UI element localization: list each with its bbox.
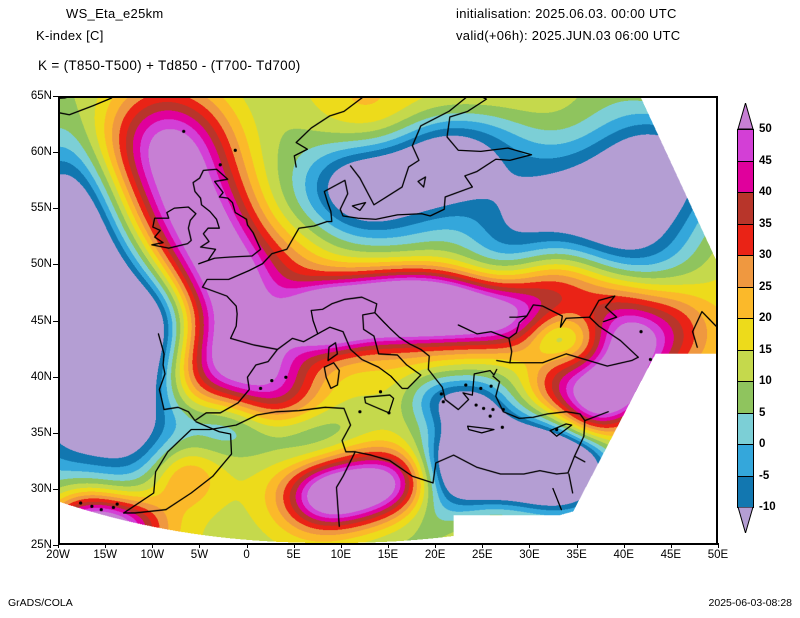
y-tick-label: 35N: [30, 426, 52, 439]
colorbar-separator: [737, 286, 754, 288]
x-tick-mark: [105, 543, 107, 548]
y-tick-label: 25N: [30, 539, 52, 551]
y-tick-label: 45N: [30, 314, 52, 327]
colorbar-under-range-arrow: [737, 507, 754, 533]
colorbar-tick-label: 50: [759, 123, 772, 135]
colorbar-separator: [737, 318, 754, 319]
colorbar: 50 45 40 35 30 25 20 15 10 5 0 -5 -10: [737, 103, 776, 533]
y-tick-mark: [53, 208, 58, 210]
variable-name-label: K-index [C]: [36, 28, 104, 43]
x-tick-label: 15E: [377, 549, 399, 561]
colorbar-over-range-arrow: [737, 103, 754, 129]
colorbar-tick-label: 10: [759, 375, 772, 387]
colorbar-separator: [737, 255, 754, 256]
x-tick-label: 10W: [140, 549, 165, 561]
colorbar-tick-label: 15: [759, 343, 772, 356]
colorbar-band: [737, 475, 754, 507]
colorbar-tick-label: 25: [759, 280, 772, 293]
x-tick-mark: [482, 543, 484, 548]
x-tick-mark: [576, 543, 578, 548]
colorbar-band: [737, 318, 754, 350]
x-tick-label: 0: [243, 549, 250, 561]
x-tick-mark: [293, 543, 295, 548]
colorbar-tick-label: 0: [759, 438, 766, 450]
x-tick-mark: [529, 543, 531, 548]
map-plot-area: [58, 96, 718, 545]
y-tick-mark: [53, 152, 58, 154]
colorbar-band: [737, 160, 754, 192]
x-tick-label: 40E: [613, 549, 634, 561]
x-tick-mark: [718, 543, 719, 548]
colorbar-band: [737, 255, 754, 287]
x-tick-label: 35E: [566, 549, 587, 561]
x-tick-mark: [199, 543, 201, 548]
y-tick-mark: [53, 264, 58, 266]
x-tick-label: 25E: [472, 549, 493, 561]
colorbar-band: [737, 192, 754, 224]
colorbar-separator: [737, 160, 754, 162]
x-tick-mark: [435, 543, 437, 548]
colorbar-tick-label: -5: [759, 469, 770, 482]
x-tick-label: 15W: [93, 549, 117, 561]
y-tick-label: 60N: [30, 146, 52, 159]
y-tick-mark: [53, 96, 58, 97]
x-tick-label: 30E: [519, 549, 540, 561]
y-tick-mark: [53, 320, 58, 322]
x-tick-label: 50E: [707, 549, 729, 561]
colorbar-separator: [737, 381, 754, 382]
x-tick-mark: [340, 543, 342, 548]
colorbar-band: [737, 444, 754, 476]
x-tick-label: 10E: [330, 549, 352, 561]
x-tick-mark: [246, 543, 248, 548]
colorbar-tick-label: 35: [759, 217, 772, 230]
x-tick-label: 20E: [424, 549, 446, 561]
y-tick-mark: [53, 376, 58, 378]
colorbar-separator: [737, 444, 754, 445]
x-tick-label: 5E: [286, 549, 301, 561]
colorbar-separator: [737, 192, 754, 193]
y-tick-label: 40N: [30, 370, 52, 383]
colorbar-band: [737, 412, 754, 444]
initialisation-label: initialisation: 2025.06.03. 00:00 UTC: [456, 6, 677, 21]
colorbar-separator: [737, 223, 754, 225]
x-tick-mark: [58, 543, 59, 548]
y-tick-label: 50N: [30, 258, 52, 271]
colorbar-tick-label: 30: [759, 249, 772, 261]
x-tick-mark: [623, 543, 625, 548]
colorbar-separator: [737, 412, 754, 414]
colorbar-band: [737, 349, 754, 381]
timestamp-label: 2025-06-03-08:28: [708, 597, 792, 609]
y-tick-label: 65N: [30, 90, 52, 102]
colorbar-band: [737, 223, 754, 255]
y-tick-label: 30N: [30, 482, 52, 495]
map-field-canvas: [60, 98, 716, 543]
model-name-label: WS_Eta_e25km: [66, 6, 164, 21]
colorbar-separator: [737, 475, 754, 477]
x-tick-label: 5W: [190, 549, 209, 561]
x-tick-mark: [152, 543, 154, 548]
x-tick-label: 45E: [660, 549, 682, 561]
x-tick-mark: [388, 543, 389, 548]
colorbar-tick-label: 5: [759, 406, 766, 419]
y-tick-mark: [53, 545, 58, 546]
x-tick-mark: [670, 543, 672, 548]
colorbar-separator: [737, 129, 754, 130]
producer-label: GrADS/COLA: [8, 597, 73, 609]
colorbar-tick-label: 40: [759, 186, 772, 198]
colorbar-separator: [737, 349, 754, 351]
colorbar-band: [737, 381, 754, 413]
formula-label: K = (T850-T500) + Td850 - (T700- Td700): [38, 58, 301, 73]
y-tick-mark: [53, 432, 58, 434]
colorbar-tick-label: 20: [759, 312, 772, 324]
y-tick-label: 55N: [30, 202, 52, 215]
colorbar-band: [737, 286, 754, 318]
x-tick-label: 20W: [46, 549, 70, 561]
colorbar-band: [737, 129, 754, 161]
colorbar-tick-label: 45: [759, 154, 772, 167]
colorbar-tick-label: -10: [759, 501, 776, 513]
y-tick-mark: [53, 488, 58, 490]
valid-time-label: valid(+06h): 2025.JUN.03 06:00 UTC: [456, 28, 681, 43]
